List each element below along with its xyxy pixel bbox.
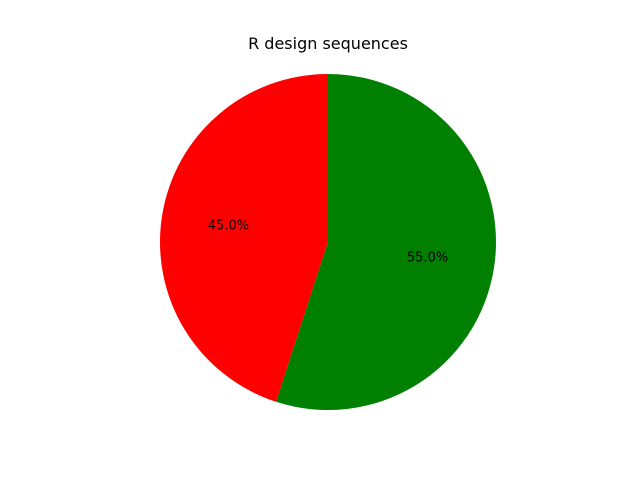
pie-slice-label-0: 45.0% bbox=[208, 219, 249, 234]
pie-slice-label-1: 55.0% bbox=[407, 250, 448, 265]
pie-slice-0 bbox=[159, 74, 328, 402]
pie-slice-1 bbox=[276, 74, 496, 410]
chart-title: R design sequences bbox=[248, 34, 408, 53]
pie-slices bbox=[159, 74, 496, 410]
pie-percentage-labels: 45.0% 55.0% bbox=[208, 219, 448, 266]
